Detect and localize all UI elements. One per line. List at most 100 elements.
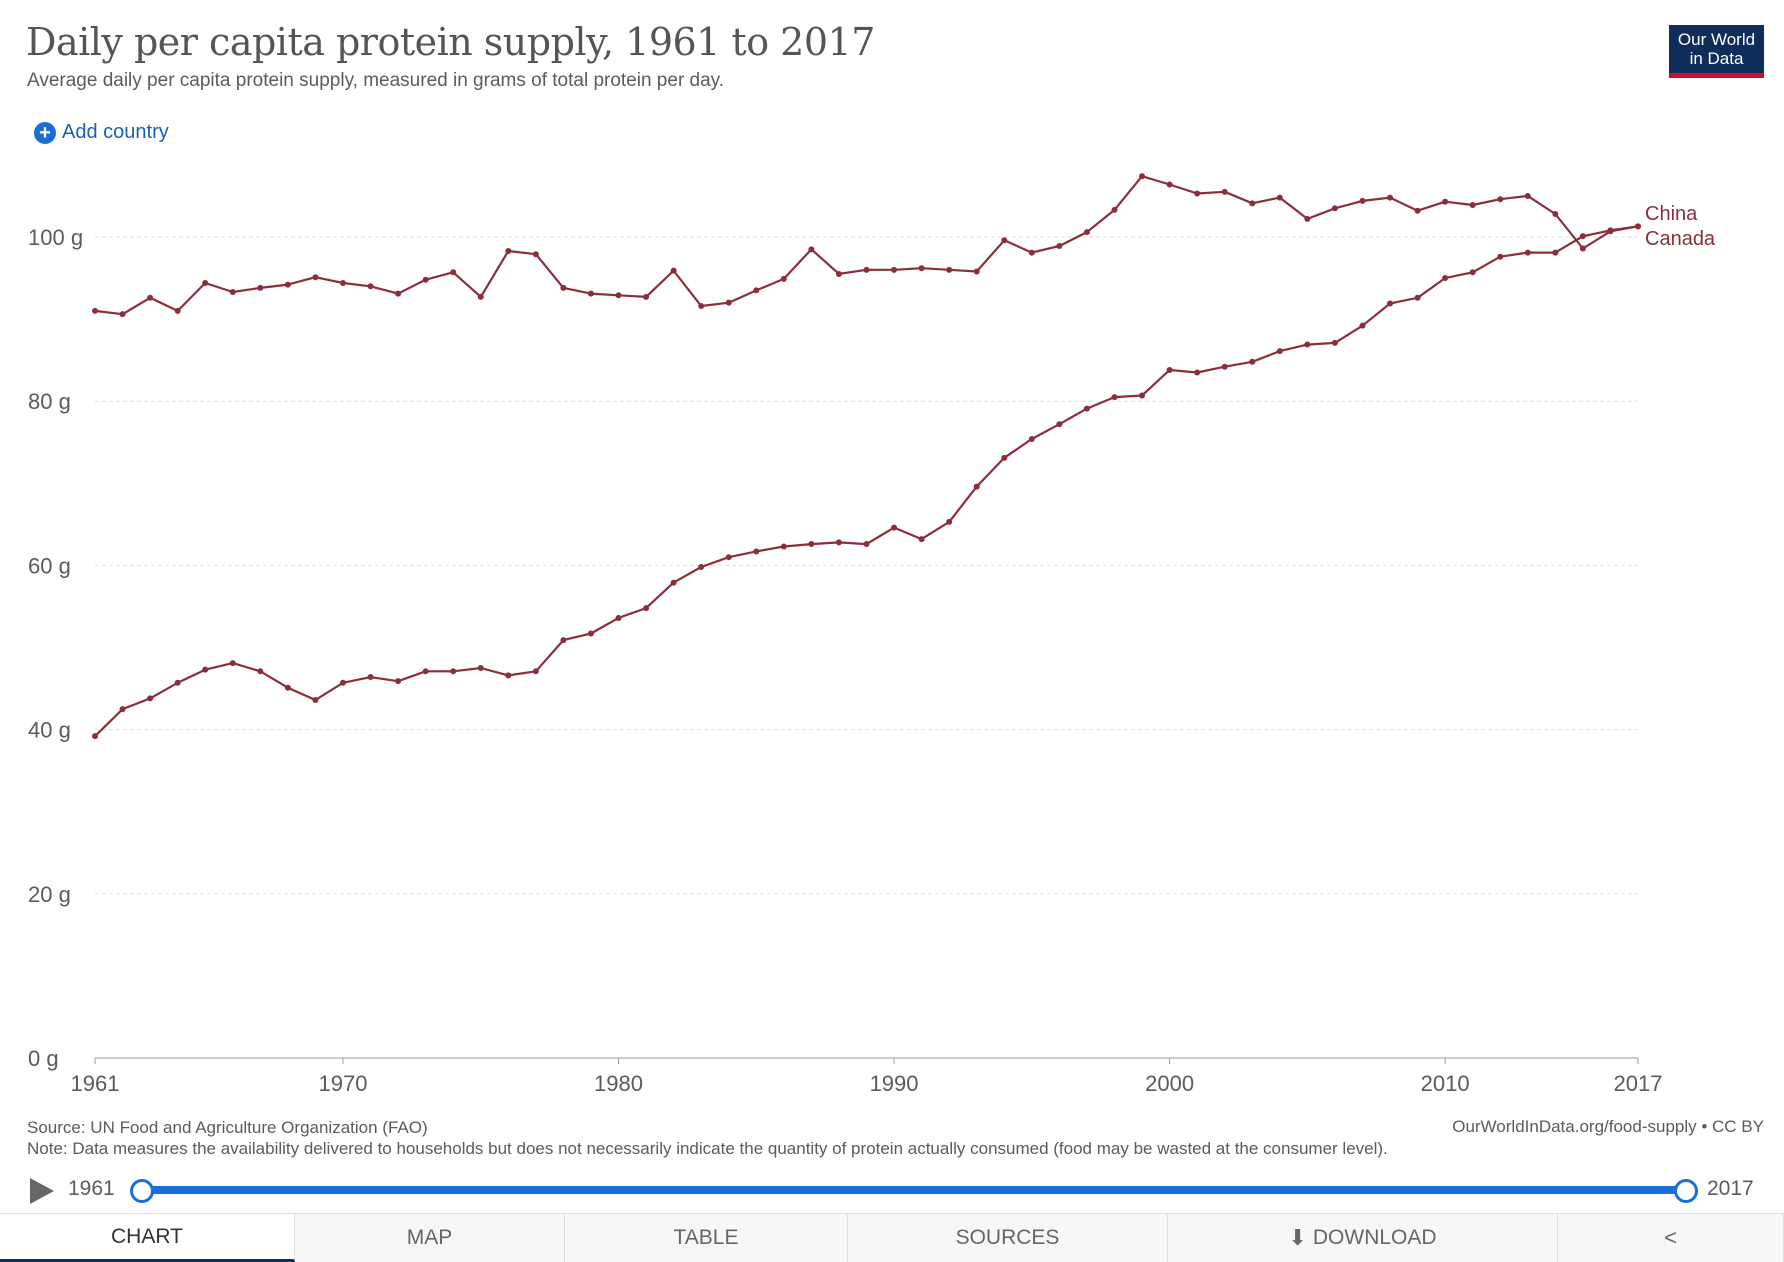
data-point-canada	[1331, 205, 1338, 212]
data-point-china	[835, 539, 842, 546]
data-point-canada	[119, 311, 126, 318]
data-point-china	[257, 668, 264, 675]
y-tick-label: 0 g	[28, 1046, 59, 1071]
data-point-china	[202, 666, 209, 673]
y-tick-label: 80 g	[28, 389, 71, 414]
data-point-canada	[477, 293, 484, 300]
data-point-china	[1331, 339, 1338, 346]
data-point-canada	[1387, 194, 1394, 201]
source-text: Source: UN Food and Agriculture Organiza…	[27, 1118, 428, 1137]
data-point-canada	[1552, 211, 1559, 218]
data-point-china	[780, 543, 787, 550]
data-point-china	[477, 665, 484, 672]
data-point-china	[946, 518, 953, 525]
tab-sources[interactable]: SOURCES	[848, 1214, 1168, 1262]
data-point-china	[918, 536, 925, 543]
data-point-canada	[1469, 201, 1476, 208]
data-point-china	[1607, 227, 1614, 234]
data-point-canada	[229, 289, 236, 296]
chart-title: Daily per capita protein supply, 1961 to…	[26, 20, 875, 64]
data-point-canada	[1221, 188, 1228, 195]
data-point-china	[1194, 369, 1201, 376]
data-point-canada	[946, 266, 953, 273]
data-point-canada	[312, 274, 319, 281]
data-point-china	[560, 637, 567, 644]
data-point-canada	[918, 265, 925, 272]
add-country-label: Add country	[62, 121, 169, 143]
share-button[interactable]: <	[1558, 1214, 1784, 1262]
data-point-china	[587, 630, 594, 637]
data-point-china	[1249, 358, 1256, 365]
data-point-china	[422, 668, 429, 675]
data-point-china	[1469, 269, 1476, 276]
tab-download[interactable]: ⬇ DOWNLOAD	[1168, 1214, 1558, 1262]
timeline: 1961 2017	[0, 1168, 1784, 1208]
tab-chart[interactable]: CHART	[0, 1214, 295, 1262]
plus-circle-icon: +	[34, 121, 56, 144]
data-point-china	[395, 678, 402, 685]
timeline-track[interactable]	[140, 1186, 1684, 1194]
url-license-link[interactable]: OurWorldInData.org/food-supply • CC BY	[1452, 1117, 1764, 1136]
data-point-canada	[1111, 206, 1118, 213]
timeline-end-label: 2017	[1707, 1177, 1754, 1200]
x-tick-label: 1980	[594, 1071, 643, 1096]
data-point-canada	[835, 270, 842, 277]
y-tick-label: 60 g	[28, 553, 71, 578]
tab-table[interactable]: TABLE	[565, 1214, 848, 1262]
tab-map[interactable]: MAP	[295, 1214, 565, 1262]
data-point-canada	[1276, 194, 1283, 201]
data-point-china	[1001, 454, 1008, 461]
data-point-canada	[1194, 190, 1201, 197]
owid-logo[interactable]: Our World in Data	[1669, 25, 1764, 78]
data-point-canada	[147, 294, 154, 301]
data-point-canada	[92, 307, 98, 314]
data-point-china	[808, 541, 815, 548]
data-point-canada	[643, 293, 650, 300]
data-point-china	[1056, 421, 1063, 428]
line-chart: 0 g 20 g 40 g 60 g 80 g 100 g 1961 1970 1980 1990…	[28, 173, 1716, 1096]
data-point-canada	[670, 267, 677, 274]
chart-subtitle: Average daily per capita protein supply,…	[27, 70, 725, 91]
data-point-china	[119, 706, 126, 713]
data-point-china	[1414, 294, 1421, 301]
data-point-canada	[257, 284, 264, 291]
timeline-end-handle[interactable]	[1674, 1179, 1698, 1203]
data-point-china	[367, 674, 374, 681]
tab-download-label: DOWNLOAD	[1312, 1226, 1437, 1249]
data-point-canada	[339, 279, 346, 286]
data-point-canada	[1083, 229, 1090, 236]
data-point-canada	[1304, 215, 1311, 222]
data-point-canada	[1497, 196, 1504, 203]
data-point-canada	[1442, 198, 1449, 205]
data-point-china	[1166, 367, 1173, 374]
data-point-china	[174, 679, 181, 686]
data-point-canada	[891, 266, 898, 273]
data-point-canada	[1359, 197, 1366, 204]
data-point-canada	[505, 247, 512, 254]
play-icon[interactable]	[30, 1178, 54, 1204]
data-point-china	[670, 579, 677, 586]
data-point-canada	[1249, 200, 1256, 207]
data-point-china	[1524, 249, 1531, 256]
data-point-china	[1276, 348, 1283, 355]
series-line-china	[94, 225, 1639, 737]
y-tick-label: 100 g	[28, 225, 83, 250]
data-point-canada	[284, 281, 291, 288]
data-point-china	[1442, 275, 1449, 282]
data-point-china	[863, 541, 870, 548]
data-point-china	[339, 679, 346, 686]
data-point-canada	[174, 307, 181, 314]
data-point-canada	[202, 279, 209, 286]
timeline-start-handle[interactable]	[130, 1179, 154, 1203]
data-point-canada	[1579, 245, 1586, 252]
series-line-canada	[94, 175, 1639, 316]
data-point-canada	[698, 302, 705, 309]
add-country-button[interactable]: + Add country	[34, 121, 169, 144]
data-point-china	[92, 733, 98, 740]
note-text: Note: Data measures the availability del…	[27, 1139, 1388, 1158]
data-point-china	[1497, 253, 1504, 260]
data-point-china	[229, 660, 236, 667]
data-point-china	[1304, 341, 1311, 348]
logo-line-1: Our World	[1677, 30, 1756, 49]
